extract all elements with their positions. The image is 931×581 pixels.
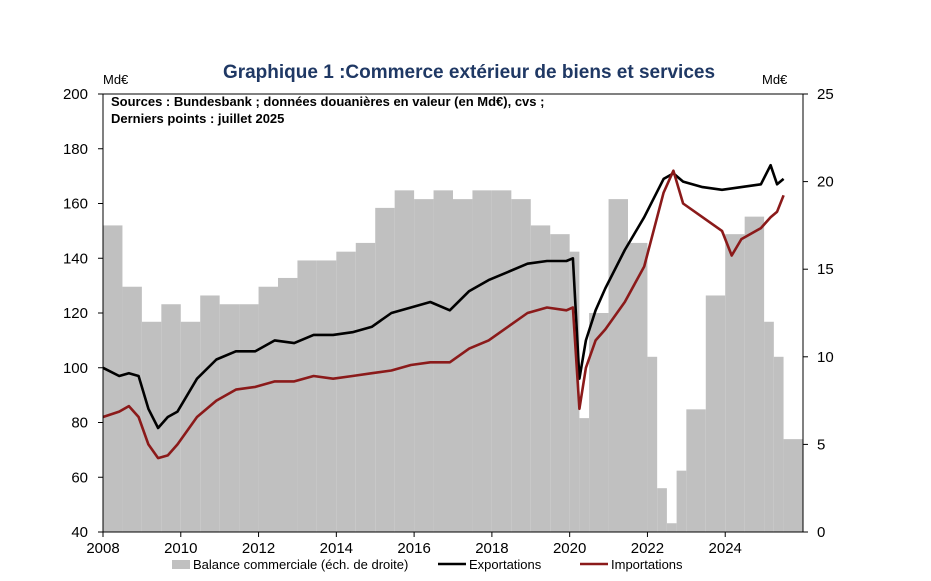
balance-bar — [375, 207, 395, 532]
balance-bar — [647, 356, 658, 532]
balance-bar — [141, 321, 162, 532]
right-tick-label: 20 — [817, 174, 834, 191]
legend-exports-label: Exportations — [469, 557, 542, 572]
left-tick-label: 160 — [63, 196, 88, 213]
x-tick-label: 2010 — [164, 540, 197, 557]
left-tick-label: 100 — [63, 360, 88, 377]
balance-bar — [219, 304, 240, 532]
left-tick-label: 200 — [63, 86, 88, 103]
balance-bar — [657, 488, 667, 532]
balance-bar — [453, 199, 473, 532]
left-axis-unit: Md€ — [103, 72, 129, 87]
balance-bar — [550, 234, 570, 532]
balance-bar — [258, 286, 278, 532]
x-tick-label: 2022 — [631, 540, 664, 557]
balance-bar — [579, 418, 590, 532]
x-tick-label: 2008 — [86, 540, 119, 557]
legend: Balance commerciale (éch. de droite) Expo… — [172, 557, 683, 572]
balance-bar — [608, 199, 628, 532]
sources-note: Sources : Bundesbank ; données douanière… — [111, 94, 544, 109]
balance-bar — [103, 225, 123, 532]
x-tick-label: 2016 — [397, 540, 430, 557]
balance-bar — [705, 295, 726, 532]
balance-bar — [336, 251, 356, 532]
balance-bar — [666, 523, 677, 532]
balance-bar — [491, 190, 512, 533]
balance-bar — [200, 295, 220, 532]
balance-bar — [511, 199, 531, 532]
balance-bar — [355, 242, 376, 533]
balance-bar — [725, 234, 745, 532]
balance-bar — [414, 199, 434, 532]
balance-bar — [628, 242, 648, 533]
balance-bar — [278, 277, 298, 532]
x-tick-label: 2012 — [242, 540, 275, 557]
exports-line — [102, 163, 785, 430]
balance-bar — [394, 190, 415, 533]
x-tick-label: 2020 — [553, 540, 586, 557]
x-tick-label: 2024 — [709, 540, 742, 557]
right-tick-label: 5 — [817, 436, 825, 453]
legend-imports-label: Importations — [611, 557, 683, 572]
balance-bar — [297, 260, 317, 532]
left-tick-label: 60 — [71, 469, 88, 486]
balance-bar — [676, 470, 687, 532]
balance-bar — [686, 409, 706, 532]
left-tick-label: 80 — [71, 415, 88, 432]
x-tick-label: 2014 — [320, 540, 353, 557]
right-tick-label: 15 — [817, 261, 834, 278]
left-tick-label: 140 — [63, 250, 88, 267]
balance-bar — [239, 304, 259, 532]
legend-balance-label: Balance commerciale (éch. de droite) — [193, 557, 408, 572]
balance-bar — [764, 321, 774, 532]
last-points-note: Derniers points : juillet 2025 — [111, 111, 284, 126]
balance-bar — [316, 260, 337, 532]
balance-bar — [589, 313, 609, 532]
right-tick-label: 10 — [817, 349, 834, 366]
right-tick-label: 0 — [817, 524, 825, 541]
balance-bar — [472, 190, 492, 533]
left-tick-label: 40 — [71, 524, 88, 541]
balance-bar — [161, 304, 181, 532]
axis-ticks: 200 180 160 140 120 100 80 60 40 25 20 15 10 5 0 2008 20… — [63, 86, 834, 557]
x-tick-label: 2018 — [475, 540, 508, 557]
left-tick-label: 120 — [63, 305, 88, 322]
balance-bar — [783, 439, 803, 532]
imports-line — [102, 169, 785, 460]
balance-bar — [744, 216, 765, 532]
legend-balance-swatch — [172, 560, 190, 569]
right-tick-label: 25 — [817, 86, 834, 103]
balance-bar — [773, 356, 784, 532]
left-tick-label: 180 — [63, 141, 88, 158]
trade-lines — [102, 163, 785, 460]
chart-title: Graphique 1 :Commerce extérieur de biens… — [223, 62, 715, 83]
balance-bar — [530, 225, 551, 532]
right-axis-unit: Md€ — [762, 72, 788, 87]
balance-bar — [569, 251, 580, 532]
